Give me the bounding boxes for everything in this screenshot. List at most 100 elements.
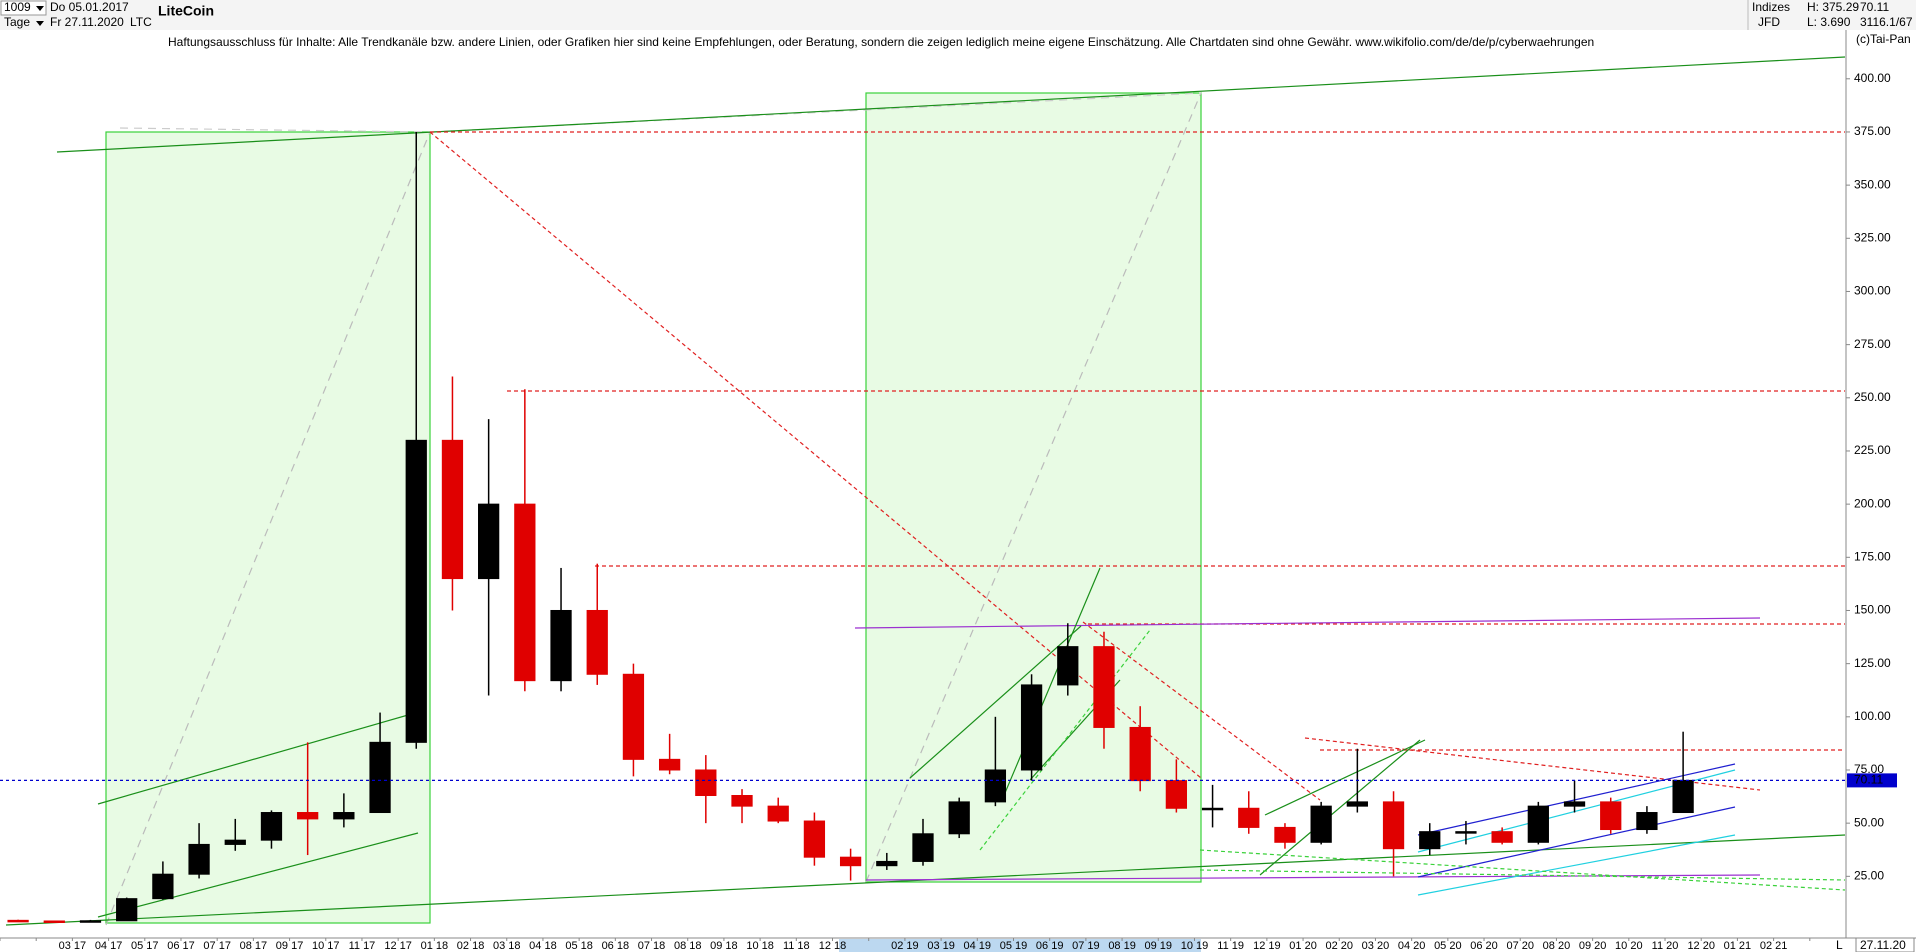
copyright: (c)Tai-Pan: [1856, 32, 1911, 46]
date-box: [1855, 937, 1915, 952]
candle-body: [1563, 801, 1586, 807]
trend-line: [97, 710, 423, 805]
candle-body: [478, 503, 500, 580]
x-tick-label: 11 19: [1217, 940, 1244, 952]
y-tick-label: 200.00: [1854, 496, 1891, 510]
candle-body: [731, 795, 753, 807]
x-tick-label: 12 20: [1687, 940, 1715, 952]
x-tick-label: 08 18: [674, 940, 702, 952]
y-tick-label: 175.00: [1854, 549, 1891, 563]
x-tick-label: 01 20: [1289, 940, 1317, 952]
x-tick-label: 04 17: [95, 940, 123, 952]
candle-body: [1636, 812, 1658, 831]
candle-body: [1238, 807, 1260, 828]
trend-line: [1199, 869, 1846, 881]
x-tick-label: 07 17: [203, 940, 231, 952]
x-tick-label: 03 20: [1362, 940, 1390, 952]
low: L: 3.690: [1807, 15, 1851, 29]
candle-body: [984, 769, 1007, 803]
x-tick-label: 11 18: [783, 940, 810, 952]
trend-line: [1417, 806, 1736, 878]
trend-line: [105, 131, 431, 926]
range-highlight: [839, 939, 1201, 952]
candle-body: [79, 920, 102, 923]
broker: JFD: [1758, 15, 1780, 29]
candle-body: [224, 839, 246, 845]
candle-body: [7, 919, 29, 923]
x-tick-label: 05 18: [565, 940, 593, 952]
x-tick-label: 09 20: [1579, 940, 1607, 952]
date-to: Fr 27.11.2020: [50, 15, 124, 29]
dropdown-arrow[interactable]: [36, 21, 44, 26]
x-tick-label: 06 19: [1036, 940, 1064, 952]
y-tick-label: 150.00: [1854, 603, 1891, 617]
trend-line: [1082, 621, 1321, 801]
candle-body: [188, 843, 210, 875]
candle-body: [1129, 726, 1151, 782]
x-tick-label: 07 20: [1506, 940, 1534, 952]
x-tick-label: 10 18: [746, 940, 774, 952]
selector-box[interactable]: [0, 0, 47, 16]
candle-body: [586, 609, 608, 675]
x-tick-label: 11 20: [1652, 940, 1679, 952]
last-price-label: 70.11: [1854, 773, 1883, 787]
period[interactable]: Tage: [4, 15, 30, 29]
group: Indizes: [1752, 0, 1790, 14]
trend-line: [1001, 567, 1101, 801]
dropdown-arrow[interactable]: [36, 6, 44, 11]
x-tick-label: 03 17: [59, 940, 87, 952]
candle-body: [948, 801, 970, 835]
selector[interactable]: 1009: [4, 0, 31, 14]
candle-body: [1057, 646, 1079, 686]
x-tick-label: 01 21: [1724, 940, 1752, 952]
candle-body: [116, 898, 138, 922]
x-tick-label: 02 19: [891, 940, 919, 952]
candle-body: [1419, 831, 1441, 850]
x-tick-label: 12 18: [819, 940, 847, 952]
candle-body: [333, 812, 355, 820]
trend-line: [1199, 849, 1846, 891]
trend-line: [854, 617, 1761, 629]
x-tick-label: 05 19: [1000, 940, 1028, 952]
x-tick-label: 05 17: [131, 940, 159, 952]
symbol: LTC: [130, 15, 152, 29]
y-tick-label: 25.00: [1854, 868, 1884, 882]
y-tick-label: 250.00: [1854, 390, 1891, 404]
trend-line: [979, 629, 1151, 851]
candle-body: [658, 758, 681, 771]
x-tick-label: 11 17: [349, 940, 376, 952]
y-tick-label: 375.00: [1854, 124, 1891, 138]
date-from: Do 05.01.2017: [50, 0, 129, 14]
candle-body: [1346, 801, 1368, 807]
x-tick-label: 04 20: [1398, 940, 1426, 952]
candle-body: [1491, 831, 1513, 843]
scale-mode[interactable]: L: [1836, 938, 1843, 952]
candle-body: [1527, 805, 1549, 843]
x-tick-label: 09 19: [1145, 940, 1173, 952]
x-tick-label: 05 20: [1434, 940, 1462, 952]
candle-body: [912, 833, 934, 862]
trend-line: [119, 127, 431, 133]
trend-line: [97, 832, 419, 918]
x-tick-label: 04 19: [964, 940, 992, 952]
candle-body: [441, 439, 464, 580]
trend-line: [865, 874, 1761, 881]
y-tick-label: 400.00: [1854, 71, 1891, 85]
trend-line: [1259, 739, 1421, 876]
candle-body: [550, 609, 572, 682]
y-tick-label: 100.00: [1854, 709, 1891, 723]
candle-body: [1310, 805, 1332, 843]
candle-body: [297, 812, 319, 820]
candle-body: [1672, 779, 1694, 814]
disclaimer: Haftungsausschluss für Inhalte: Alle Tre…: [168, 35, 1594, 49]
x-tick-label: 12 17: [384, 940, 412, 952]
candle-body: [1093, 646, 1115, 728]
candle-body: [803, 820, 826, 858]
trend-line: [1417, 834, 1736, 896]
last-price: 70.11: [1860, 0, 1889, 14]
y-tick-label: 325.00: [1854, 230, 1891, 244]
y-tick-label: 275.00: [1854, 337, 1891, 351]
y-tick-label: 225.00: [1854, 443, 1891, 457]
x-tick-label: 10 17: [312, 940, 340, 952]
